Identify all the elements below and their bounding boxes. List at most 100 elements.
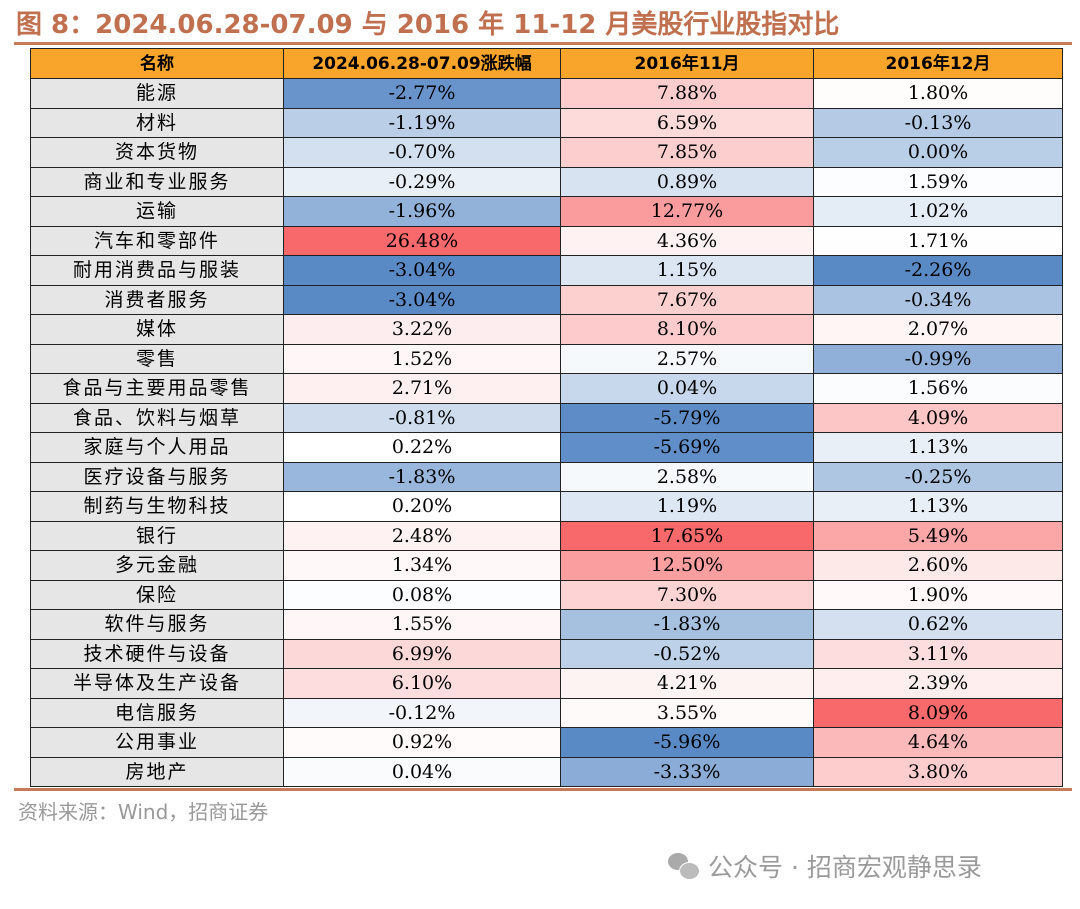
table-row: 能源 -2.77% 7.88% 1.80% xyxy=(30,78,1063,109)
cell-chg-2016-dec: 1.59% xyxy=(813,166,1063,197)
cell-chg-2024: -1.19% xyxy=(283,107,561,138)
cell-chg-2016-dec: 1.80% xyxy=(813,78,1063,109)
cell-chg-2016-dec: 2.39% xyxy=(813,668,1063,699)
cell-chg-2024: -2.77% xyxy=(283,78,561,109)
cell-name: 电信服务 xyxy=(30,697,284,728)
cell-chg-2024: 6.99% xyxy=(283,638,561,669)
cell-name: 保险 xyxy=(30,579,284,610)
cell-chg-2024: 0.20% xyxy=(283,491,561,522)
cell-name: 软件与服务 xyxy=(30,609,284,640)
cell-chg-2024: 6.10% xyxy=(283,668,561,699)
comparison-table: 名称 2024.06.28-07.09涨跌幅 2016年11月 2016年12月… xyxy=(30,48,1063,787)
cell-name: 技术硬件与设备 xyxy=(30,638,284,669)
table-row: 制药与生物科技 0.20% 1.19% 1.13% xyxy=(30,491,1063,522)
cell-name: 制药与生物科技 xyxy=(30,491,284,522)
cell-chg-2016-dec: 3.80% xyxy=(813,756,1063,787)
cell-chg-2016-dec: 1.02% xyxy=(813,196,1063,227)
cell-chg-2016-dec: 4.09% xyxy=(813,402,1063,433)
cell-name: 公用事业 xyxy=(30,727,284,758)
cell-name: 医疗设备与服务 xyxy=(30,461,284,492)
cell-chg-2016-dec: 2.07% xyxy=(813,314,1063,345)
table-row: 半导体及生产设备 6.10% 4.21% 2.39% xyxy=(30,668,1063,699)
cell-chg-2016-dec: 1.56% xyxy=(813,373,1063,404)
cell-chg-2016-nov: -3.33% xyxy=(560,756,814,787)
table-row: 多元金融 1.34% 12.50% 2.60% xyxy=(30,550,1063,581)
cell-chg-2016-nov: 4.21% xyxy=(560,668,814,699)
cell-chg-2016-nov: 12.50% xyxy=(560,550,814,581)
cell-chg-2016-dec: -0.13% xyxy=(813,107,1063,138)
cell-name: 资本货物 xyxy=(30,137,284,168)
cell-chg-2016-nov: -5.69% xyxy=(560,432,814,463)
cell-name: 能源 xyxy=(30,78,284,109)
cell-chg-2024: 26.48% xyxy=(283,225,561,256)
cell-chg-2016-dec: -0.99% xyxy=(813,343,1063,374)
cell-chg-2016-nov: 0.89% xyxy=(560,166,814,197)
cell-chg-2016-nov: 12.77% xyxy=(560,196,814,227)
cell-chg-2024: -0.81% xyxy=(283,402,561,433)
cell-chg-2016-dec: -0.34% xyxy=(813,284,1063,315)
cell-name: 商业和专业服务 xyxy=(30,166,284,197)
cell-chg-2016-dec: 8.09% xyxy=(813,697,1063,728)
cell-chg-2024: -0.29% xyxy=(283,166,561,197)
table-row: 汽车和零部件 26.48% 4.36% 1.71% xyxy=(30,225,1063,256)
wechat-icon xyxy=(668,853,700,880)
cell-name: 多元金融 xyxy=(30,550,284,581)
source-divider xyxy=(14,788,1072,791)
cell-name: 零售 xyxy=(30,343,284,374)
cell-chg-2016-dec: 1.13% xyxy=(813,491,1063,522)
cell-name: 食品与主要用品零售 xyxy=(30,373,284,404)
table-row: 房地产 0.04% -3.33% 3.80% xyxy=(30,756,1063,787)
cell-chg-2024: -0.12% xyxy=(283,697,561,728)
cell-chg-2016-nov: -0.52% xyxy=(560,638,814,669)
table-header: 名称 2024.06.28-07.09涨跌幅 2016年11月 2016年12月 xyxy=(30,48,1063,79)
cell-chg-2024: 0.08% xyxy=(283,579,561,610)
cell-chg-2016-nov: 1.19% xyxy=(560,491,814,522)
watermark: 公众号 · 招商宏观静思录 xyxy=(668,848,982,884)
cell-chg-2016-nov: -1.83% xyxy=(560,609,814,640)
table-row: 运输 -1.96% 12.77% 1.02% xyxy=(30,196,1063,227)
cell-chg-2024: 2.48% xyxy=(283,520,561,551)
cell-chg-2016-nov: 17.65% xyxy=(560,520,814,551)
cell-chg-2024: 1.52% xyxy=(283,343,561,374)
source-note: 资料来源：Wind，招商证券 xyxy=(18,800,269,824)
table-row: 保险 0.08% 7.30% 1.90% xyxy=(30,579,1063,610)
cell-chg-2016-dec: 4.64% xyxy=(813,727,1063,758)
cell-chg-2016-nov: 7.88% xyxy=(560,78,814,109)
cell-chg-2016-dec: -0.25% xyxy=(813,461,1063,492)
watermark-text: 公众号 · 招商宏观静思录 xyxy=(708,853,982,882)
col-header-2016-dec: 2016年12月 xyxy=(813,48,1063,79)
cell-name: 媒体 xyxy=(30,314,284,345)
cell-chg-2024: -3.04% xyxy=(283,284,561,315)
cell-chg-2016-dec: 1.13% xyxy=(813,432,1063,463)
cell-chg-2016-nov: 6.59% xyxy=(560,107,814,138)
figure-title: 图 8：2024.06.28-07.09 与 2016 年 11-12 月美股行… xyxy=(16,10,840,40)
cell-name: 食品、饮料与烟草 xyxy=(30,402,284,433)
cell-chg-2016-dec: 3.11% xyxy=(813,638,1063,669)
cell-chg-2016-nov: -5.79% xyxy=(560,402,814,433)
table-row: 资本货物 -0.70% 7.85% 0.00% xyxy=(30,137,1063,168)
col-header-2024: 2024.06.28-07.09涨跌幅 xyxy=(283,48,561,79)
cell-chg-2016-nov: 2.58% xyxy=(560,461,814,492)
title-divider xyxy=(14,42,1072,45)
table-row: 材料 -1.19% 6.59% -0.13% xyxy=(30,107,1063,138)
table-row: 家庭与个人用品 0.22% -5.69% 1.13% xyxy=(30,432,1063,463)
cell-name: 房地产 xyxy=(30,756,284,787)
cell-name: 汽车和零部件 xyxy=(30,225,284,256)
table-row: 技术硬件与设备 6.99% -0.52% 3.11% xyxy=(30,638,1063,669)
cell-chg-2024: 3.22% xyxy=(283,314,561,345)
table-row: 食品、饮料与烟草 -0.81% -5.79% 4.09% xyxy=(30,402,1063,433)
cell-chg-2024: 0.22% xyxy=(283,432,561,463)
cell-chg-2024: -1.96% xyxy=(283,196,561,227)
cell-chg-2016-dec: -2.26% xyxy=(813,255,1063,286)
cell-name: 运输 xyxy=(30,196,284,227)
table-row: 商业和专业服务 -0.29% 0.89% 1.59% xyxy=(30,166,1063,197)
cell-chg-2024: 1.55% xyxy=(283,609,561,640)
cell-chg-2016-nov: 0.04% xyxy=(560,373,814,404)
cell-chg-2016-dec: 5.49% xyxy=(813,520,1063,551)
col-header-2016-nov: 2016年11月 xyxy=(560,48,814,79)
cell-chg-2016-dec: 0.62% xyxy=(813,609,1063,640)
table-row: 软件与服务 1.55% -1.83% 0.62% xyxy=(30,609,1063,640)
col-header-name: 名称 xyxy=(30,48,284,79)
cell-chg-2016-nov: 7.67% xyxy=(560,284,814,315)
cell-chg-2016-nov: -5.96% xyxy=(560,727,814,758)
